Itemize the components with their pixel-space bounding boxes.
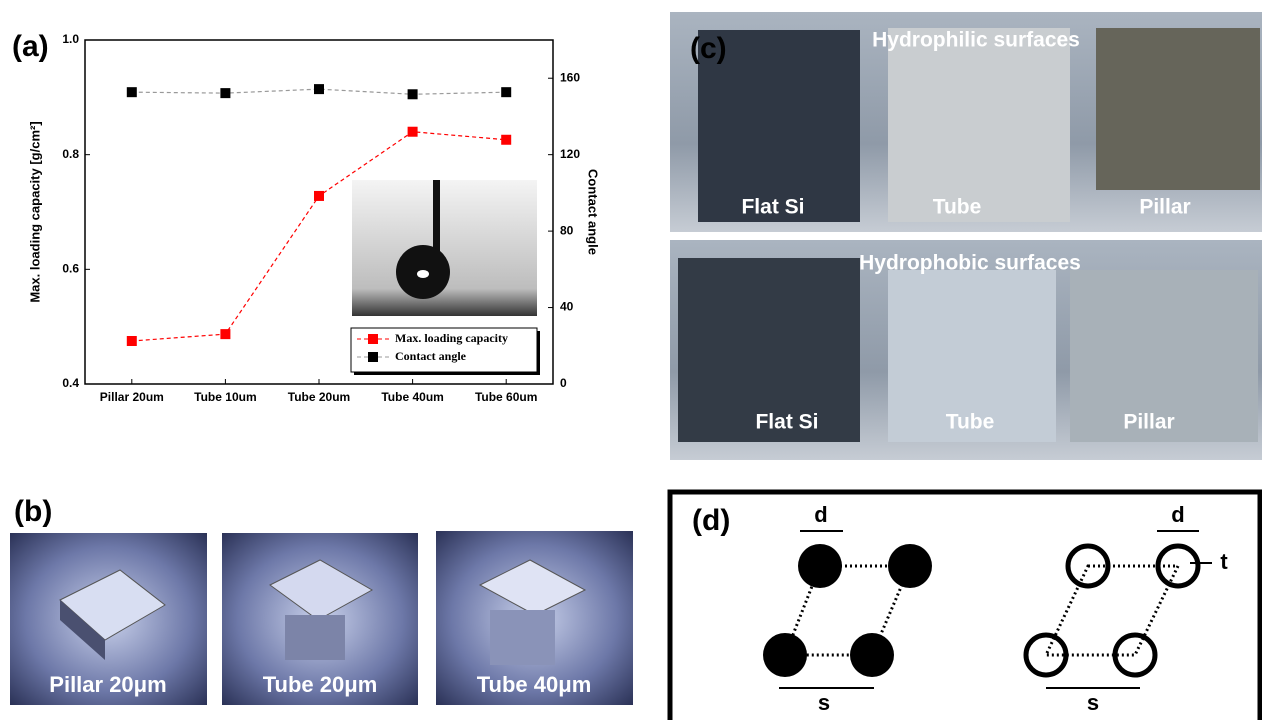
marker xyxy=(501,135,511,145)
marker xyxy=(408,89,418,99)
symbol: s xyxy=(1087,690,1099,715)
y2-tick-label: 0 xyxy=(560,376,567,390)
sample-label: Pillar xyxy=(1139,196,1190,219)
legend-marker xyxy=(368,334,378,344)
marker xyxy=(127,87,137,97)
sample-label: Flat Si xyxy=(755,411,818,434)
x-tick-label: Pillar 20um xyxy=(100,390,164,404)
marker xyxy=(314,84,324,94)
y-tick-label: 0.4 xyxy=(62,376,79,390)
row-title: Hydrophilic surfaces xyxy=(872,29,1080,52)
y2-tick-label: 80 xyxy=(560,223,574,237)
symbol: t xyxy=(1220,549,1228,574)
marker xyxy=(220,88,230,98)
panel-label: (d) xyxy=(692,504,730,537)
inset-photo xyxy=(352,180,537,316)
sample-label: Tube xyxy=(933,196,982,219)
marker xyxy=(220,329,230,339)
legend-marker xyxy=(368,352,378,362)
y2-tick-label: 120 xyxy=(560,147,580,161)
marker xyxy=(408,127,418,137)
marker xyxy=(127,336,137,346)
y2-axis-label: Contact angle xyxy=(586,169,601,255)
y-axis-label: Max. loading capacity [g/cm²] xyxy=(27,121,42,302)
photo-label: Pillar 20μm xyxy=(49,672,166,697)
panel-label: (a) xyxy=(12,30,49,63)
x-tick-label: Tube 40um xyxy=(381,390,443,404)
legend-label: Contact angle xyxy=(395,349,467,363)
photo-label: Tube 20μm xyxy=(263,672,378,697)
symbol: s xyxy=(818,690,830,715)
marker xyxy=(501,87,511,97)
legend-label: Max. loading capacity xyxy=(395,331,508,345)
y-tick-label: 0.8 xyxy=(62,147,79,161)
sample-label: Pillar xyxy=(1123,411,1174,434)
figure: (b) Pillar 20μm Tube 20μm Tube 40μm (c) … xyxy=(0,0,1262,720)
sample-label: Flat Si xyxy=(741,196,804,219)
marker xyxy=(314,191,324,201)
y2-tick-label: 160 xyxy=(560,70,580,84)
y2-tick-label: 40 xyxy=(560,300,574,314)
symbol: d xyxy=(814,502,827,527)
photos-c xyxy=(670,12,1262,460)
panel-label: (c) xyxy=(690,32,727,65)
sample-label: Tube xyxy=(946,411,995,434)
y-tick-label: 0.6 xyxy=(62,262,79,276)
x-tick-label: Tube 10um xyxy=(194,390,256,404)
panel-label: (b) xyxy=(14,495,52,528)
y-tick-label: 1.0 xyxy=(62,32,79,46)
photo-label: Tube 40μm xyxy=(477,672,592,697)
row-title: Hydrophobic surfaces xyxy=(859,252,1081,275)
x-tick-label: Tube 20um xyxy=(288,390,350,404)
symbol: d xyxy=(1171,502,1184,527)
x-tick-label: Tube 60um xyxy=(475,390,537,404)
